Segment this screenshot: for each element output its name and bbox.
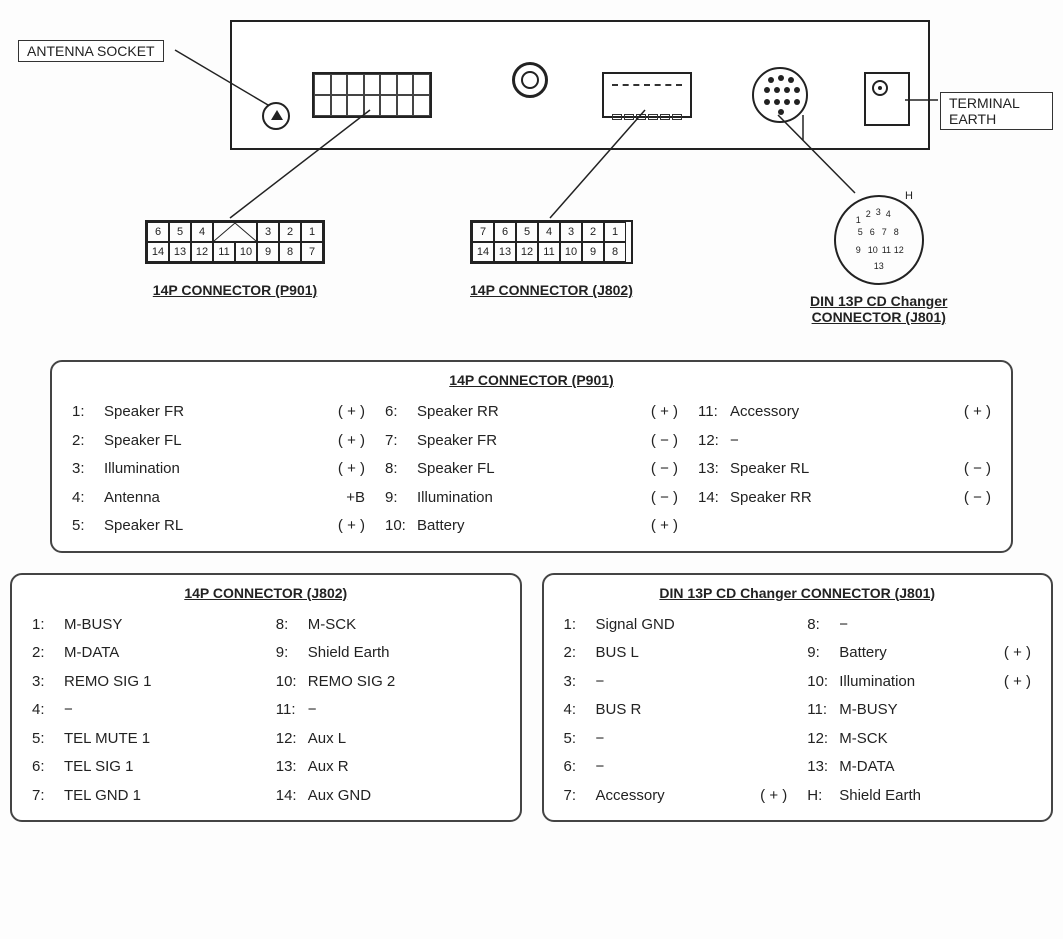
j802-pinout-block: 7654321 141312111098 14P CONNECTOR (J802… [470, 220, 633, 298]
pin-row: 8:Speaker FL( − ) [385, 455, 678, 484]
j802-table-title: 14P CONNECTOR (J802) [32, 585, 500, 601]
pin-row: 5:− [564, 725, 788, 754]
pin-row: 3:− [564, 668, 788, 697]
j802-label: 14P CONNECTOR (J802) [470, 282, 633, 298]
terminal-earth-icon [864, 72, 910, 126]
pin-row: 7:Accessory( + ) [564, 782, 788, 811]
pin-row: 9:Illumination( − ) [385, 484, 678, 513]
antenna-socket-label: ANTENNA SOCKET [18, 40, 164, 62]
din-h-label: H [905, 190, 913, 202]
pin-row: 8:M-SCK [276, 611, 500, 640]
pin-row: 6:TEL SIG 1 [32, 753, 256, 782]
diagram-area: ANTENNA SOCKET TERMINAL EARTH 6 5 4 3 2 … [10, 10, 1053, 340]
pin-row: 7:Speaker FR( − ) [385, 427, 678, 456]
pin-row: 14:Speaker RR( − ) [698, 484, 991, 513]
pin-row: 4:BUS R [564, 696, 788, 725]
p901-table: 14P CONNECTOR (P901) 1:Speaker FR( + )2:… [50, 360, 1013, 553]
pin-row: 13:Speaker RL( − ) [698, 455, 991, 484]
pin-row: 10:REMO SIG 2 [276, 668, 500, 697]
pin-row: 11:− [276, 696, 500, 725]
p901-label: 14P CONNECTOR (P901) [145, 282, 325, 298]
pin-row: H:Shield Earth [807, 782, 1031, 811]
antenna-socket-icon [262, 102, 290, 130]
j801-label-a: DIN 13P CD Changer [810, 293, 947, 309]
pin-row: 1:Signal GND [564, 611, 788, 640]
pin-row: 4:Antenna+B [72, 484, 365, 513]
pin-row: 2:Speaker FL( + ) [72, 427, 365, 456]
pin-row: 6:− [564, 753, 788, 782]
pin-row: 9:Shield Earth [276, 639, 500, 668]
jack-socket-icon [512, 62, 548, 98]
pin-row: 14:Aux GND [276, 782, 500, 811]
j801-pinout-block: 4 3 2 1 8 7 6 5 12 11 10 9 13 H DIN 13P … [810, 195, 947, 325]
pin-row: 12:M-SCK [807, 725, 1031, 754]
din-connector-icon [752, 67, 808, 123]
p901-table-title: 14P CONNECTOR (P901) [72, 372, 991, 388]
radio-back-panel [230, 20, 930, 150]
j802-table: 14P CONNECTOR (J802) 1:M-BUSY2:M-DATA3:R… [10, 573, 522, 823]
j801-table: DIN 13P CD Changer CONNECTOR (J801) 1:Si… [542, 573, 1054, 823]
pin-row: 1:M-BUSY [32, 611, 256, 640]
pin-row: 12:Aux L [276, 725, 500, 754]
connector-j802-slot [602, 72, 692, 118]
pin-row: 12:− [698, 427, 991, 456]
pin-row: 11:M-BUSY [807, 696, 1031, 725]
pin-row: 4:− [32, 696, 256, 725]
pin-row: 1:Speaker FR( + ) [72, 398, 365, 427]
pin-row: 13:M-DATA [807, 753, 1031, 782]
j801-table-title: DIN 13P CD Changer CONNECTOR (J801) [564, 585, 1032, 601]
terminal-earth-label: TERMINAL EARTH [940, 92, 1053, 130]
pin-row: 11:Accessory( + ) [698, 398, 991, 427]
pin-row: 5:Speaker RL( + ) [72, 512, 365, 541]
pin-row: 7:TEL GND 1 [32, 782, 256, 811]
pin-row: 10:Illumination( + ) [807, 668, 1031, 697]
pin-row: 9:Battery( + ) [807, 639, 1031, 668]
pin-row: 3:Illumination( + ) [72, 455, 365, 484]
p901-pinout-block: 6 5 4 3 2 1 14 13 12 11 10 9 8 7 14P CON… [145, 220, 325, 298]
pin-row: 2:M-DATA [32, 639, 256, 668]
j801-label-b: CONNECTOR (J801) [810, 309, 947, 325]
connector-p901-slot [312, 72, 432, 118]
pin-row: 5:TEL MUTE 1 [32, 725, 256, 754]
pin-row: 2:BUS L [564, 639, 788, 668]
pin-row: 10:Battery( + ) [385, 512, 678, 541]
pin-row: 13:Aux R [276, 753, 500, 782]
pin-row: 3:REMO SIG 1 [32, 668, 256, 697]
pin-row: 6:Speaker RR( + ) [385, 398, 678, 427]
pin-row: 8:− [807, 611, 1031, 640]
